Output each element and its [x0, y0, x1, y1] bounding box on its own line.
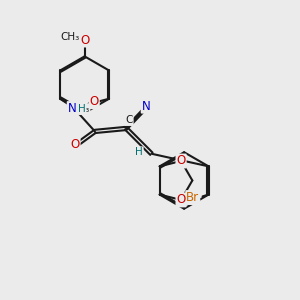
Text: N: N [142, 100, 150, 113]
Text: O: O [90, 95, 99, 108]
Text: O: O [80, 34, 89, 46]
Text: CH₃: CH₃ [60, 32, 80, 42]
Text: N: N [68, 102, 76, 115]
Text: Br: Br [186, 191, 200, 204]
Text: C: C [125, 115, 133, 125]
Text: H: H [135, 147, 143, 157]
Text: O: O [70, 138, 80, 151]
Text: O: O [176, 194, 186, 206]
Text: O: O [176, 154, 186, 167]
Text: H: H [78, 103, 86, 113]
Text: CH₃: CH₃ [70, 104, 90, 114]
